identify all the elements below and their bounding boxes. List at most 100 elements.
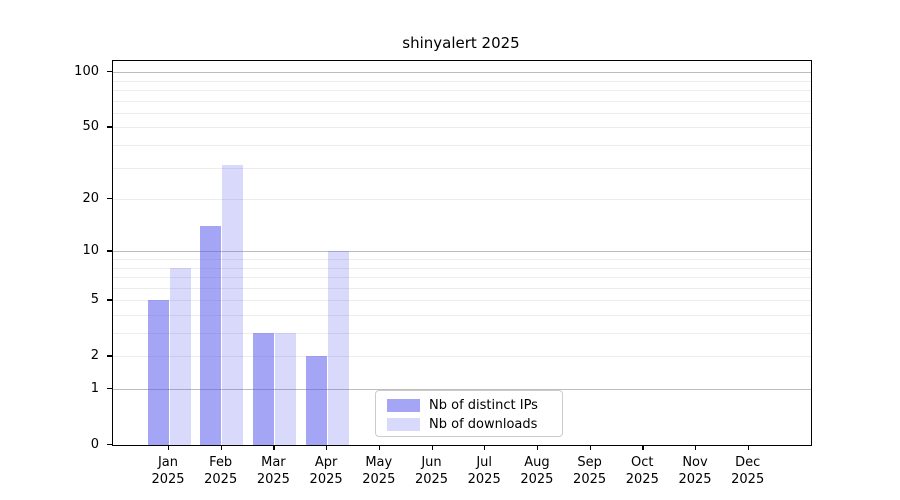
y-tick-50 (107, 126, 112, 128)
bar-mar-distinct-ips (252, 333, 274, 445)
y-tick-label-100: 100 (74, 63, 99, 79)
x-tick-month: Jul (476, 455, 493, 470)
bar-feb-distinct-ips (200, 226, 222, 445)
minor-gridline-70 (113, 100, 811, 102)
x-tick-label-apr: Apr 2025 (291, 454, 361, 488)
y-tick-5 (107, 299, 112, 301)
x-tick-year: 2025 (414, 472, 449, 487)
x-tick-label-aug: Aug 2025 (502, 454, 572, 488)
legend-label-downloads: Nb of downloads (429, 417, 538, 432)
x-tick-sep (589, 445, 591, 451)
y-tick-2 (107, 355, 112, 357)
y-tick-label-2: 2 (90, 347, 99, 363)
bar-apr-distinct-ips (305, 356, 327, 445)
x-tick-month: Aug (524, 455, 550, 470)
x-tick-month: Oct (631, 455, 654, 470)
x-tick-year: 2025 (731, 472, 765, 487)
y-tick-label-5: 5 (90, 291, 99, 307)
x-tick-year: 2025 (256, 472, 290, 487)
minor-gridline-3 (113, 333, 811, 334)
y-tick-label-10: 10 (82, 242, 99, 258)
minor-gridline-40 (113, 145, 811, 146)
x-tick-year: 2025 (678, 472, 712, 487)
x-tick-may (378, 445, 381, 451)
x-tick-month: Feb (209, 455, 233, 470)
y-tick-label-50: 50 (82, 118, 99, 134)
x-tick-month: Mar (261, 455, 286, 470)
x-tick-label-sep: Sep 2025 (555, 454, 625, 488)
y-tick-1 (107, 388, 112, 390)
minor-gridline-4 (113, 315, 811, 316)
legend-entry-downloads: Nb of downloads (387, 417, 562, 432)
y-tick-label-20: 20 (82, 190, 99, 206)
y-tick-label-1: 1 (90, 380, 99, 396)
x-tick-month: Apr (314, 455, 338, 470)
legend-swatch-distinct-ips (387, 399, 420, 412)
x-tick-label-jan: Jan 2025 (133, 454, 203, 488)
x-tick-nov (695, 445, 697, 451)
minor-gridline-5 (113, 300, 811, 302)
x-tick-mar (273, 445, 275, 451)
chart-title: shinyalert 2025 (402, 34, 520, 52)
y-tick-label-0: 0 (90, 436, 99, 452)
x-tick-label-jun: Jun 2025 (397, 454, 467, 488)
bar-jan-distinct-ips (147, 300, 169, 445)
y-tick-100 (107, 71, 112, 73)
x-tick-year: 2025 (520, 472, 554, 487)
bar-apr-downloads (327, 251, 349, 445)
minor-gridline-2 (113, 356, 811, 358)
x-tick-month: Jun (421, 455, 442, 470)
major-gridline-10 (113, 251, 811, 253)
x-tick-label-may: May 2025 (344, 454, 414, 488)
x-tick-month: May (365, 455, 393, 470)
legend-entry-distinct-ips: Nb of distinct IPs (387, 398, 562, 413)
x-tick-label-mar: Mar 2025 (238, 454, 308, 488)
x-tick-month: Nov (682, 455, 708, 470)
x-tick-year: 2025 (151, 472, 185, 487)
bar-jan-downloads (169, 267, 191, 445)
x-tick-jul (484, 445, 486, 451)
x-tick-year: 2025 (309, 472, 343, 487)
x-tick-label-oct: Oct 2025 (607, 454, 677, 488)
plot-area (112, 60, 812, 446)
major-gridline-100 (113, 72, 811, 74)
minor-gridline-6 (113, 287, 811, 289)
major-gridline-1 (113, 389, 811, 390)
legend: Nb of distinct IPs Nb of downloads (375, 390, 563, 437)
minor-gridline-80 (113, 90, 811, 91)
x-tick-jan (168, 445, 170, 451)
y-tick-20 (107, 198, 112, 200)
x-tick-label-feb: Feb 2025 (186, 454, 256, 488)
x-tick-jun (431, 445, 433, 451)
bar-mar-downloads (274, 333, 296, 445)
x-tick-year: 2025 (204, 472, 238, 487)
y-tick-10 (107, 250, 112, 252)
minor-gridline-30 (113, 167, 811, 169)
x-tick-aug (536, 445, 539, 451)
x-tick-month: Dec (735, 455, 761, 470)
legend-swatch-downloads (387, 418, 420, 431)
x-tick-label-jul: Jul 2025 (449, 454, 519, 488)
minor-gridline-60 (113, 112, 811, 114)
y-tick-0 (107, 444, 112, 446)
x-tick-feb (220, 445, 222, 451)
minor-gridline-8 (113, 267, 811, 269)
x-tick-dec (747, 445, 749, 451)
x-tick-month: Jan (157, 455, 179, 470)
minor-gridline-20 (113, 199, 811, 201)
x-tick-year: 2025 (467, 472, 501, 487)
x-tick-year: 2025 (625, 472, 659, 487)
minor-gridline-7 (113, 277, 811, 278)
x-tick-month: Sep (577, 455, 602, 470)
x-tick-year: 2025 (573, 472, 607, 487)
x-tick-year: 2025 (362, 472, 396, 487)
minor-gridline-90 (113, 80, 811, 82)
minor-gridline-9 (113, 259, 811, 260)
legend-label-distinct-ips: Nb of distinct IPs (429, 398, 538, 413)
x-tick-apr (326, 445, 328, 451)
x-tick-oct (642, 445, 644, 451)
bar-feb-downloads (222, 165, 244, 445)
x-tick-label-dec: Dec 2025 (713, 454, 783, 488)
minor-gridline-50 (113, 127, 811, 129)
